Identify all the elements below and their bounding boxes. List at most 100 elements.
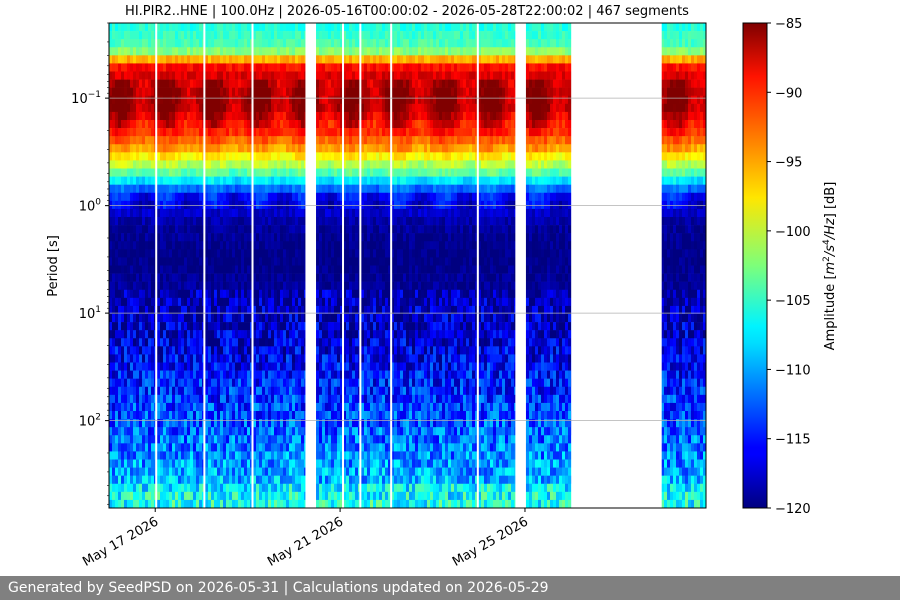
heatmap-cell	[214, 394, 218, 404]
heatmap-cell	[223, 297, 227, 307]
heatmap-cell	[121, 79, 125, 88]
heatmap-cell	[253, 419, 257, 428]
heatmap-cell	[145, 459, 149, 468]
heatmap-cell	[184, 499, 188, 508]
heatmap-cell	[247, 411, 251, 420]
heatmap-cell	[160, 79, 164, 88]
heatmap-cell	[175, 160, 179, 169]
heatmap-cell	[190, 39, 194, 48]
heatmap-cell	[169, 144, 173, 153]
heatmap-cell	[124, 451, 128, 460]
heatmap-cell	[259, 322, 263, 331]
heatmap-cell	[235, 370, 239, 379]
heatmap-cell	[115, 402, 119, 412]
heatmap-cell	[112, 459, 116, 468]
heatmap-cell	[346, 63, 350, 72]
heatmap-cell	[319, 443, 323, 452]
heatmap-cell	[142, 208, 146, 218]
heatmap-cell	[223, 346, 227, 355]
heatmap-cell	[166, 47, 170, 56]
heatmap-cell	[298, 55, 302, 64]
heatmap-cell	[334, 111, 338, 121]
heatmap-cell	[289, 23, 293, 32]
heatmap-cell	[241, 128, 245, 137]
heatmap-cell	[229, 451, 233, 460]
heatmap-cell	[229, 120, 233, 129]
heatmap-cell	[190, 435, 194, 444]
heatmap-cell	[325, 120, 329, 129]
heatmap-cell	[121, 111, 125, 121]
heatmap-cell	[172, 378, 176, 388]
heatmap-cell	[220, 378, 224, 388]
heatmap-cell	[133, 192, 137, 202]
heatmap-cell	[271, 103, 275, 113]
heatmap-cell	[319, 217, 323, 226]
heatmap-cell	[181, 330, 185, 339]
heatmap-cell	[205, 330, 209, 339]
heatmap-cell	[349, 467, 353, 476]
heatmap-cell	[172, 483, 176, 493]
heatmap-cell	[292, 200, 296, 210]
heatmap-cell	[262, 322, 266, 331]
heatmap-cell	[142, 459, 146, 468]
heatmap-cell	[352, 111, 356, 121]
heatmap-cell	[289, 233, 293, 242]
heatmap-cell	[340, 31, 344, 40]
heatmap-cell	[283, 281, 287, 291]
heatmap-cell	[265, 217, 269, 226]
heatmap-cell	[109, 87, 113, 97]
heatmap-cell	[280, 47, 284, 56]
heatmap-cell	[181, 378, 185, 388]
heatmap-cell	[319, 39, 323, 48]
heatmap-cell	[295, 451, 299, 460]
heatmap-cell	[256, 378, 260, 388]
heatmap-cell	[178, 184, 182, 194]
heatmap-cell	[166, 39, 170, 48]
heatmap-cell	[235, 31, 239, 40]
heatmap-cell	[244, 47, 248, 56]
heatmap-cell	[160, 225, 164, 234]
heatmap-cell	[238, 192, 242, 202]
heatmap-cell	[334, 184, 338, 194]
heatmap-cell	[346, 289, 350, 299]
heatmap-cell	[232, 225, 236, 234]
heatmap-cell	[268, 322, 272, 331]
heatmap-cell	[178, 483, 182, 493]
heatmap-cell	[262, 184, 266, 194]
heatmap-cell	[340, 265, 344, 274]
heatmap-cell	[355, 249, 359, 258]
heatmap-cell	[256, 297, 260, 307]
heatmap-cell	[244, 120, 248, 129]
heatmap-cell	[181, 491, 185, 501]
heatmap-cell	[262, 208, 266, 218]
heatmap-cell	[355, 370, 359, 379]
heatmap-cell	[244, 233, 248, 242]
heatmap-cell	[280, 111, 284, 121]
heatmap-cell	[118, 192, 122, 202]
heatmap-cell	[208, 435, 212, 444]
heatmap-cell	[187, 394, 191, 404]
heatmap-cell	[184, 87, 188, 97]
heatmap-cell	[148, 95, 152, 105]
heatmap-cell	[142, 79, 146, 88]
spectrogram-chart: HI.PIR2..HNE | 100.0Hz | 2026-05-16T00:0…	[46, 4, 838, 570]
heatmap-cell	[220, 386, 224, 396]
heatmap-cell	[166, 217, 170, 226]
heatmap-cell	[316, 297, 320, 307]
heatmap-cell	[319, 168, 323, 177]
heatmap-cell	[112, 314, 116, 323]
heatmap-cell	[169, 241, 173, 250]
heatmap-cell	[355, 217, 359, 226]
heatmap-cell	[349, 257, 353, 266]
heatmap-cell	[118, 483, 122, 493]
heatmap-cell	[136, 249, 140, 258]
heatmap-cell	[127, 475, 131, 485]
heatmap-cell	[346, 257, 350, 266]
heatmap-cell	[199, 79, 203, 88]
heatmap-cell	[127, 192, 131, 202]
heatmap-cell	[187, 217, 191, 226]
heatmap-cell	[226, 128, 230, 137]
heatmap-cell	[301, 386, 305, 396]
heatmap-cell	[151, 491, 155, 501]
heatmap-cell	[268, 491, 272, 501]
